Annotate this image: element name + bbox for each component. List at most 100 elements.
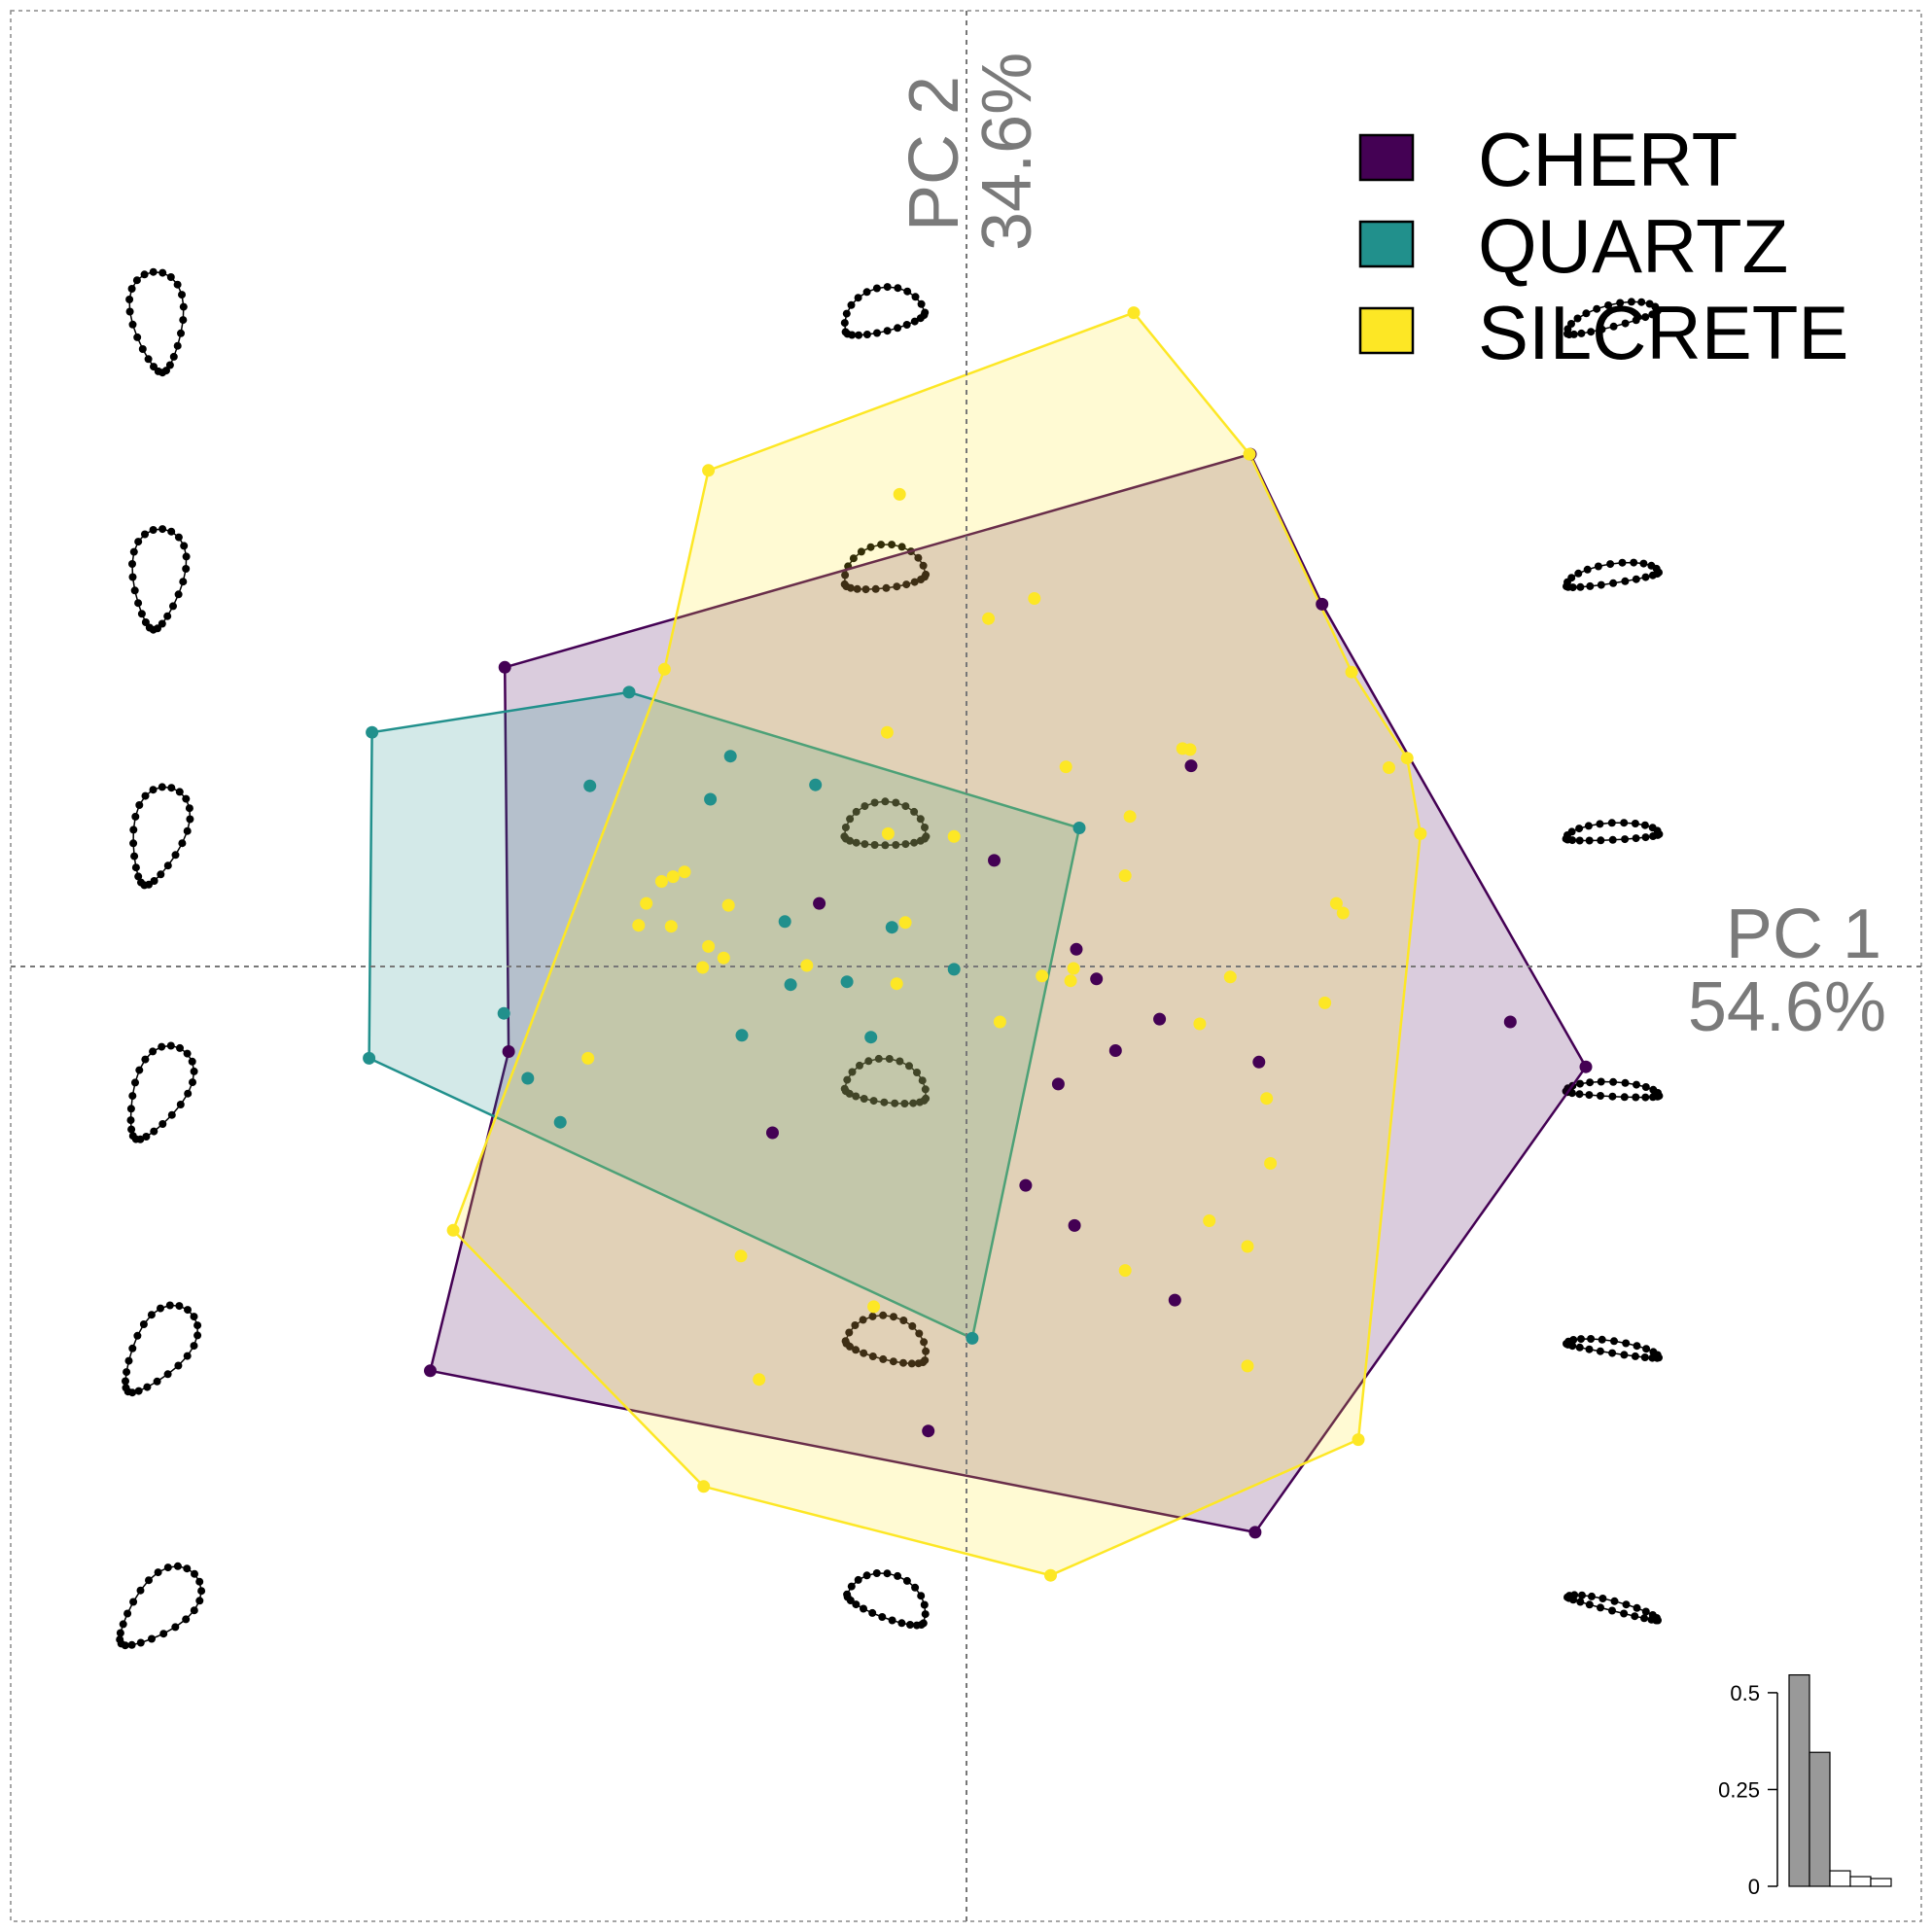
outline-landmark [1567, 320, 1575, 328]
outline-landmark [916, 836, 925, 845]
outline-landmark [873, 329, 881, 337]
point-silcrete [898, 916, 912, 930]
outline-landmark [891, 1099, 899, 1107]
outline-landmark [1598, 1595, 1607, 1602]
point-silcrete [1241, 1359, 1254, 1373]
outline-landmark [183, 1352, 192, 1360]
outline-landmark [868, 1352, 877, 1360]
inset-bar [1809, 1751, 1831, 1887]
point-silcrete [1243, 447, 1256, 461]
point-quartz [809, 778, 823, 791]
outline-landmark [910, 578, 919, 586]
outline-landmark [1569, 1336, 1578, 1344]
outline-landmark [1621, 319, 1630, 328]
outline-landmark [859, 1316, 867, 1324]
outline-landmark [1630, 558, 1638, 567]
outline-landmark [916, 314, 925, 323]
outline-landmark [1642, 1345, 1651, 1353]
morphospace-outline [1562, 1077, 1664, 1102]
outline-landmark [1627, 298, 1635, 306]
outline-landmark [853, 584, 861, 593]
outline-landmark [135, 801, 144, 809]
outline-landmark [841, 824, 850, 831]
morphospace-outline [1563, 298, 1662, 339]
outline-landmark [917, 576, 926, 583]
variance-inset-barplot: 0 0.25 0.5 [1718, 1673, 1892, 1899]
outline-landmark [855, 331, 863, 339]
outline-landmark [140, 270, 149, 279]
outline-landmark [165, 361, 174, 369]
legend-item-quartz: QUARTZ [1358, 203, 1788, 289]
outline-landmark [1608, 1092, 1617, 1101]
outline-landmark [1597, 1092, 1604, 1100]
y-axis-label: PC 2 [896, 76, 973, 231]
outline-landmark [124, 1356, 133, 1365]
outline-landmark [1640, 821, 1649, 829]
outline-landmark [1583, 565, 1592, 574]
point-silcrete [881, 826, 895, 840]
morphospace-outline [129, 783, 194, 890]
outline-landmark [911, 293, 920, 301]
outline-landmark [1621, 1078, 1630, 1087]
inset-tick-label: 0.5 [1730, 1681, 1760, 1705]
point-chert [1153, 1012, 1167, 1026]
point-silcrete [800, 959, 814, 972]
outline-landmark [892, 798, 900, 807]
point-chert [922, 1424, 935, 1438]
point-chert [1252, 1055, 1266, 1069]
outline-landmark [1597, 1077, 1605, 1086]
outline-landmark [852, 1346, 861, 1354]
outline-landmark [841, 328, 850, 336]
outline-landmark [903, 287, 912, 296]
outline-landmark [137, 610, 146, 618]
outline-landmark [852, 807, 861, 816]
outline-landmark [195, 1597, 204, 1605]
outline-landmark [1648, 310, 1657, 319]
outline-landmark [158, 525, 167, 534]
outline-landmark [1577, 1335, 1585, 1344]
outline-landmark [854, 294, 862, 302]
point-silcrete [1059, 760, 1072, 774]
outline-landmark [1641, 573, 1650, 581]
morphospace-outline [116, 1562, 206, 1650]
outline-landmark [1653, 826, 1662, 835]
outline-landmark [890, 1313, 897, 1321]
point-silcrete [1127, 306, 1141, 320]
outline-landmark [920, 1338, 929, 1347]
outline-landmark [1584, 822, 1593, 830]
outline-landmark [885, 1055, 894, 1063]
point-chert [498, 660, 511, 674]
outline-landmark [1648, 571, 1657, 580]
outline-landmark [872, 1569, 881, 1577]
point-silcrete [893, 487, 906, 501]
point-chert [988, 854, 1001, 867]
outline-landmark [921, 824, 929, 831]
outline-landmark [1598, 325, 1606, 334]
outline-landmark [183, 1564, 192, 1573]
point-chert [1503, 1015, 1517, 1029]
outline-landmark [1631, 1352, 1639, 1360]
outline-landmark [180, 542, 189, 550]
morphospace-outline [122, 1301, 202, 1397]
inset-tick-label: 0 [1748, 1875, 1760, 1899]
outline-landmark [178, 839, 187, 848]
outline-landmark [167, 784, 176, 792]
point-silcrete [1318, 996, 1332, 1009]
outline-landmark [917, 1592, 926, 1600]
outline-landmark [130, 852, 139, 861]
outline-landmark [133, 333, 142, 341]
point-chert [1108, 1044, 1122, 1057]
point-silcrete [446, 1223, 460, 1237]
outline-landmark [175, 788, 184, 796]
outline-landmark [1586, 1078, 1595, 1087]
outline-landmark [872, 284, 881, 293]
outline-landmark [129, 547, 138, 556]
point-silcrete [640, 896, 653, 910]
outline-landmark [911, 1583, 920, 1592]
morphospace-outline [125, 267, 188, 377]
outline-landmark [1641, 833, 1650, 842]
outline-landmark [1618, 558, 1627, 567]
outline-landmark [840, 832, 849, 841]
point-chert [1184, 759, 1198, 773]
